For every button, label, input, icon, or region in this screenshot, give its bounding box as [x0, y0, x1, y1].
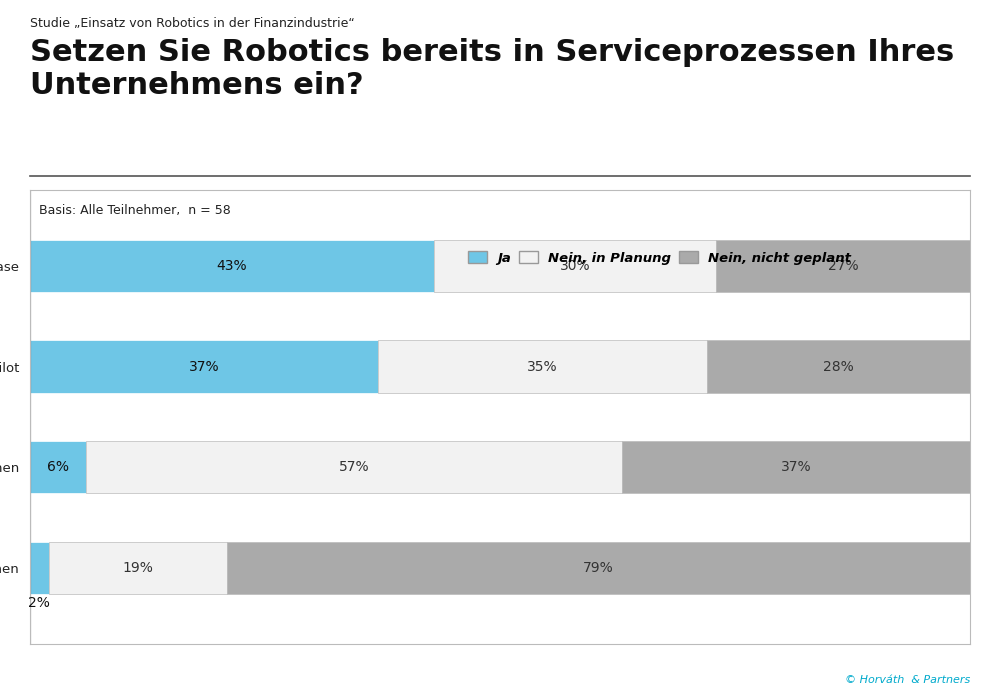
- Text: 30%: 30%: [560, 259, 591, 273]
- Text: 28%: 28%: [823, 360, 854, 374]
- Text: 79%: 79%: [583, 561, 614, 575]
- Bar: [86, 441, 622, 493]
- Bar: [30, 542, 49, 594]
- Text: © Horváth  & Partners: © Horváth & Partners: [845, 675, 970, 685]
- Text: Setzen Sie Robotics bereits in Serviceprozessen Ihres
Unternehmens ein?: Setzen Sie Robotics bereits in Servicepr…: [30, 38, 954, 100]
- Bar: [227, 542, 970, 594]
- Bar: [707, 340, 970, 393]
- Text: Studie „Einsatz von Robotics in der Finanzindustrie“: Studie „Einsatz von Robotics in der Fina…: [30, 17, 355, 30]
- Text: 37%: 37%: [781, 460, 811, 474]
- Legend: Ja, Nein, in Planung, Nein, nicht geplant: Ja, Nein, in Planung, Nein, nicht geplan…: [468, 251, 851, 265]
- Text: 37%: 37%: [189, 360, 219, 374]
- Bar: [49, 542, 227, 594]
- Bar: [434, 239, 716, 292]
- Text: 27%: 27%: [828, 259, 858, 273]
- Text: 57%: 57%: [339, 460, 370, 474]
- Text: 2%: 2%: [28, 597, 50, 610]
- Bar: [30, 239, 434, 292]
- Bar: [378, 340, 707, 393]
- Text: Basis: Alle Teilnehmer,  n = 58: Basis: Alle Teilnehmer, n = 58: [39, 204, 231, 217]
- Bar: [622, 441, 970, 493]
- Text: 43%: 43%: [217, 259, 247, 273]
- Bar: [716, 239, 970, 292]
- Text: 19%: 19%: [123, 561, 154, 575]
- Bar: [30, 441, 86, 493]
- Bar: [30, 340, 378, 393]
- Text: 35%: 35%: [527, 360, 558, 374]
- Text: 6%: 6%: [47, 460, 69, 474]
